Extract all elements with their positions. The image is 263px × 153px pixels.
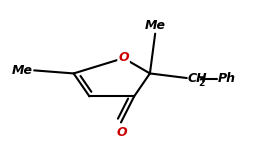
Text: Ph: Ph	[218, 72, 235, 85]
Text: 2: 2	[198, 79, 204, 88]
Text: O: O	[117, 126, 128, 139]
Text: CH: CH	[188, 72, 208, 84]
Text: Me: Me	[145, 19, 166, 32]
Text: O: O	[118, 51, 129, 64]
Text: Me: Me	[12, 64, 33, 77]
